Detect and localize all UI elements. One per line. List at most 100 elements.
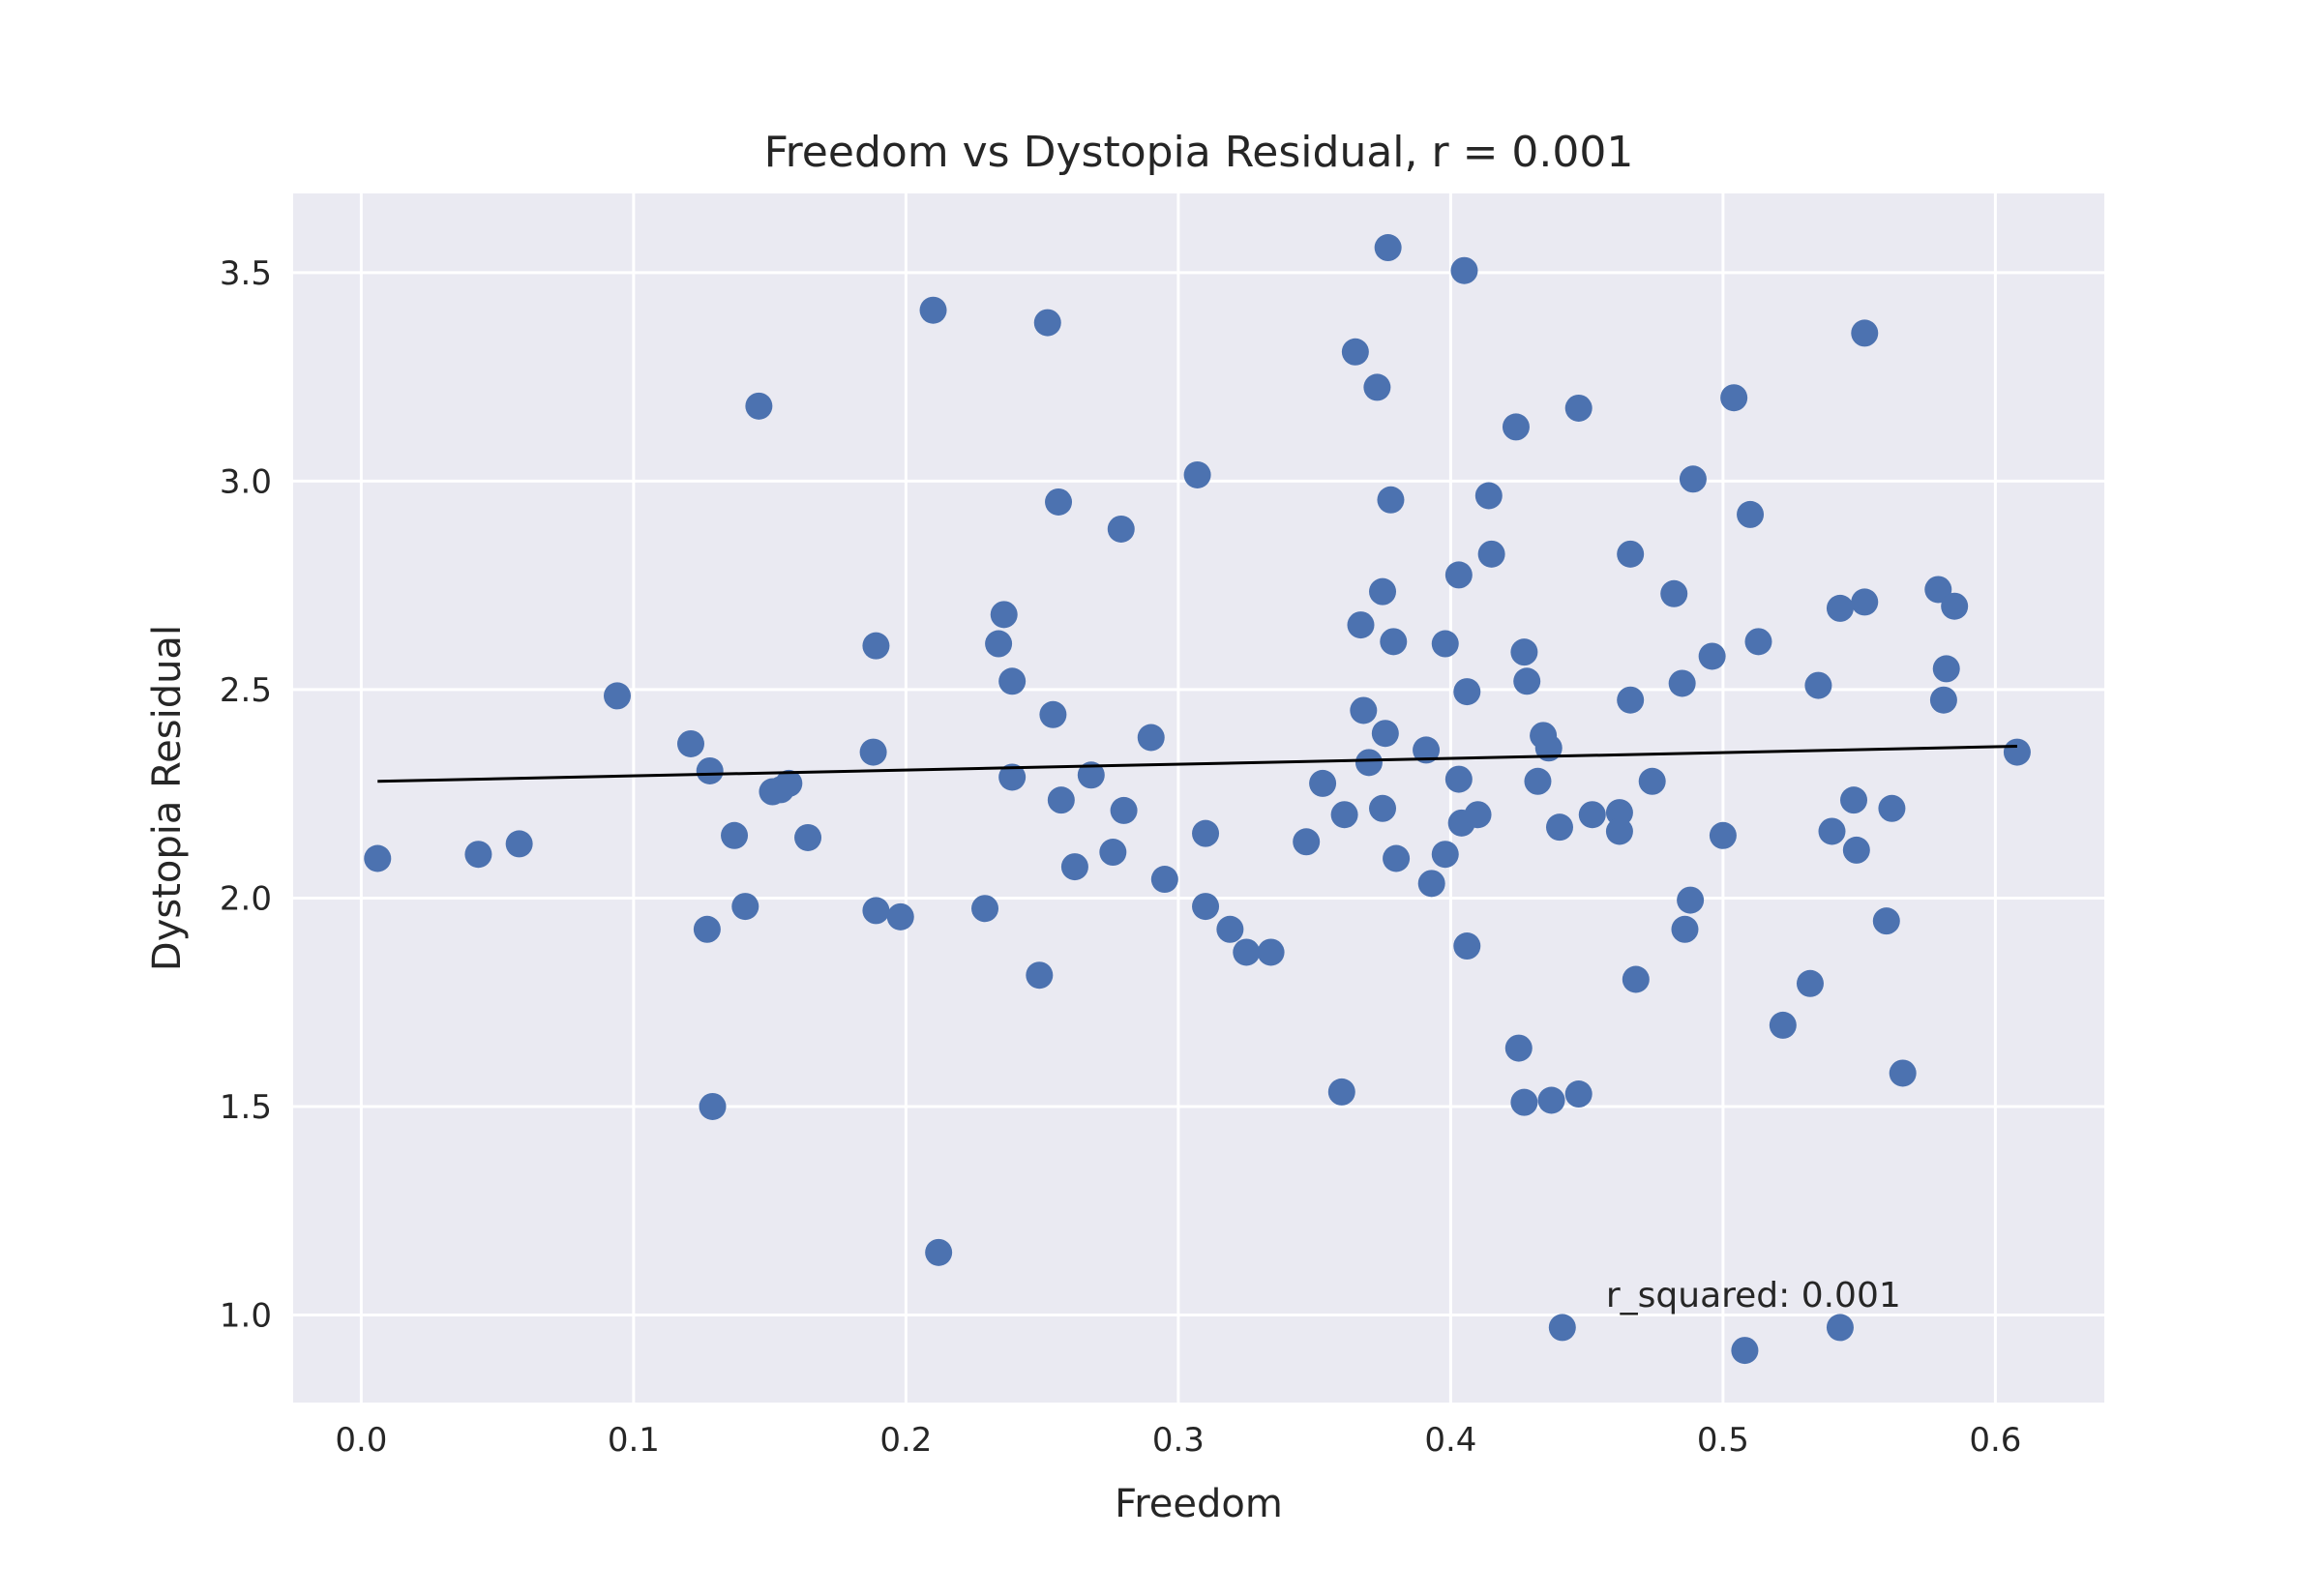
- data-point: [859, 738, 887, 766]
- data-point: [1077, 761, 1105, 789]
- data-point: [1369, 794, 1397, 822]
- data-point: [1605, 799, 1633, 827]
- data-point: [1842, 836, 1870, 864]
- data-point: [1878, 794, 1906, 822]
- y-tick-label: 3.5: [220, 254, 272, 293]
- data-point: [1347, 611, 1375, 639]
- data-point: [985, 630, 1013, 658]
- data-point: [696, 756, 724, 784]
- y-tick-label: 2.0: [220, 879, 272, 918]
- data-point: [1099, 839, 1127, 867]
- data-point: [1537, 1086, 1565, 1114]
- y-axis-label: Dystopia Residual: [145, 625, 190, 971]
- data-point: [1524, 767, 1552, 795]
- data-point: [1851, 319, 1879, 347]
- data-point: [1677, 886, 1705, 914]
- data-point: [1510, 638, 1538, 666]
- data-point: [862, 897, 890, 925]
- data-point: [1720, 384, 1748, 412]
- data-point: [1183, 460, 1211, 488]
- x-axis-ticks: 0.0 0.1 0.2 0.3 0.4 0.5 0.6: [335, 1421, 2021, 1460]
- data-point: [1369, 577, 1397, 606]
- y-tick-label: 2.5: [220, 671, 272, 710]
- regression-line-group: [377, 745, 2017, 783]
- data-point: [1257, 938, 1285, 966]
- y-tick-label: 1.0: [220, 1296, 272, 1335]
- data-point: [676, 729, 704, 757]
- data-point: [1840, 786, 1868, 814]
- data-point: [1826, 1314, 1854, 1342]
- data-point: [1477, 540, 1505, 568]
- data-point: [1941, 592, 1969, 620]
- data-point: [971, 895, 999, 923]
- data-point: [1150, 866, 1178, 894]
- data-point: [1045, 488, 1073, 516]
- data-point: [1605, 817, 1633, 845]
- data-point: [1374, 234, 1402, 262]
- data-point: [1769, 1011, 1797, 1039]
- data-point: [1698, 642, 1726, 670]
- data-point: [1431, 841, 1459, 869]
- data-point: [1450, 256, 1478, 284]
- regression-line: [377, 745, 2017, 783]
- data-point: [1380, 628, 1408, 656]
- data-point: [1110, 796, 1138, 824]
- data-point: [1744, 628, 1772, 656]
- data-point: [1026, 961, 1054, 990]
- data-point: [1617, 540, 1645, 568]
- data-point: [1309, 769, 1337, 797]
- data-point: [1932, 655, 1960, 683]
- x-tick-label: 0.0: [335, 1421, 387, 1460]
- data-point: [1548, 1314, 1576, 1342]
- data-point: [1474, 482, 1503, 510]
- data-point: [925, 1238, 953, 1266]
- data-point: [1060, 853, 1088, 881]
- y-tick-label: 1.5: [220, 1088, 272, 1127]
- data-points: [364, 234, 2031, 1365]
- data-point: [1413, 736, 1441, 764]
- data-point: [1350, 696, 1378, 724]
- data-point: [1354, 749, 1383, 777]
- data-point: [1679, 465, 1707, 493]
- data-point: [1622, 965, 1650, 993]
- data-point: [1444, 765, 1473, 793]
- data-point: [1924, 576, 1952, 604]
- data-point: [1510, 1088, 1538, 1116]
- data-point: [1671, 915, 1699, 943]
- data-point: [1564, 394, 1593, 422]
- data-point: [1444, 561, 1473, 589]
- x-tick-label: 0.2: [879, 1421, 932, 1460]
- data-point: [1564, 1080, 1593, 1108]
- data-point: [1330, 801, 1358, 829]
- data-point: [1617, 686, 1645, 714]
- data-point: [1431, 630, 1459, 658]
- y-tick-label: 3.0: [220, 462, 272, 501]
- data-point: [1293, 828, 1321, 856]
- data-point: [1137, 724, 1165, 752]
- data-point: [919, 296, 947, 324]
- data-point: [1737, 500, 1765, 528]
- data-point: [1377, 486, 1405, 514]
- data-point: [1047, 786, 1075, 814]
- data-point: [1545, 813, 1573, 842]
- data-point: [1039, 700, 1067, 728]
- data-point: [1818, 817, 1846, 845]
- data-point: [1796, 969, 1824, 997]
- data-point: [1216, 915, 1244, 943]
- data-point: [1731, 1337, 1759, 1365]
- data-point: [1327, 1078, 1355, 1106]
- data-point: [998, 763, 1027, 791]
- data-point: [1464, 801, 1492, 829]
- data-point: [693, 915, 721, 943]
- chart-title: Freedom vs Dystopia Residual, r = 0.001: [764, 128, 1634, 177]
- data-point: [1804, 671, 1832, 699]
- data-point: [1383, 844, 1411, 872]
- y-axis-ticks: 1.0 1.5 2.0 2.5 3.0 3.5: [220, 254, 272, 1336]
- data-point: [1578, 801, 1606, 829]
- r-squared-annotation: r_squared: 0.001: [1606, 1276, 1901, 1315]
- data-point: [603, 682, 631, 710]
- data-point: [862, 632, 890, 660]
- data-point: [775, 769, 803, 797]
- data-point: [505, 830, 533, 858]
- data-point: [1107, 515, 1135, 543]
